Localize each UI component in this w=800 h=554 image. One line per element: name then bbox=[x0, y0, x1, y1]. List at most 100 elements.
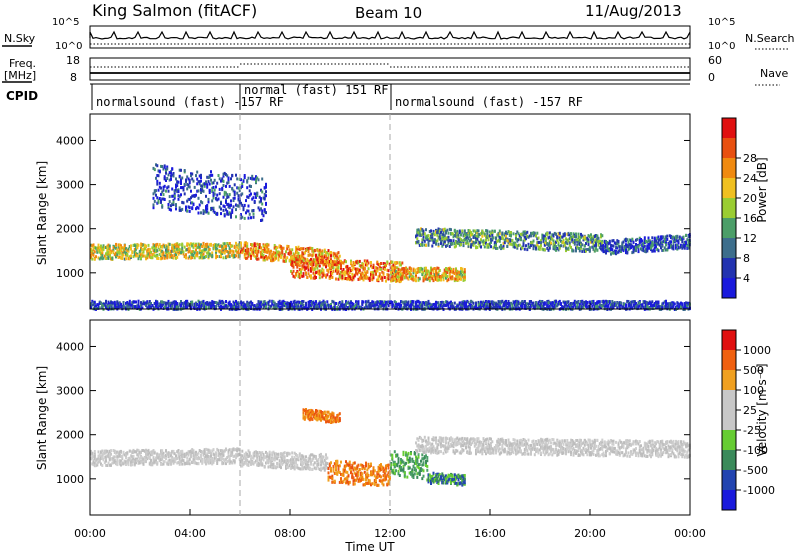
range-cell bbox=[153, 244, 156, 248]
range-cell bbox=[196, 170, 199, 174]
range-cell bbox=[400, 268, 402, 272]
range-cell bbox=[516, 299, 519, 303]
range-cell bbox=[202, 252, 205, 256]
range-cell bbox=[560, 235, 562, 239]
range-cell bbox=[546, 232, 549, 235]
range-cell bbox=[197, 206, 200, 210]
range-cell bbox=[246, 303, 249, 307]
range-cell bbox=[487, 300, 490, 304]
range-cell bbox=[433, 277, 436, 281]
range-cell bbox=[330, 263, 332, 267]
range-cell bbox=[296, 269, 299, 273]
range-cell bbox=[565, 303, 567, 307]
range-cell bbox=[92, 253, 95, 257]
range-cell bbox=[561, 235, 564, 239]
range-cell bbox=[423, 302, 426, 306]
range-cell bbox=[511, 243, 514, 247]
range-cell bbox=[116, 251, 119, 255]
nsearch-tick-bottom: 10^0 bbox=[708, 41, 735, 52]
range-cell bbox=[556, 302, 559, 306]
range-cell bbox=[588, 249, 591, 253]
range-cell bbox=[522, 230, 525, 234]
range-cell bbox=[398, 279, 401, 283]
range-cell bbox=[223, 305, 226, 309]
range-cell bbox=[353, 274, 356, 278]
range-cell bbox=[222, 179, 225, 183]
range-cell bbox=[547, 236, 550, 240]
range-cell bbox=[555, 300, 557, 304]
range-cell bbox=[528, 306, 531, 309]
range-cell bbox=[237, 301, 240, 305]
range-cell bbox=[317, 271, 320, 275]
range-cell bbox=[327, 306, 330, 310]
range-cell bbox=[235, 249, 237, 253]
range-cell bbox=[520, 301, 522, 305]
range-cell bbox=[286, 247, 289, 251]
range-cell bbox=[532, 244, 535, 248]
range-cell bbox=[516, 246, 519, 250]
range-cell bbox=[455, 234, 457, 238]
range-cell bbox=[320, 270, 322, 274]
range-cell bbox=[90, 247, 92, 251]
range-cell bbox=[592, 235, 595, 239]
range-cell bbox=[212, 300, 215, 304]
range-cell bbox=[186, 248, 189, 251]
range-cell bbox=[207, 211, 210, 215]
range-cell bbox=[230, 244, 232, 248]
range-cell bbox=[437, 230, 440, 234]
range-cell bbox=[121, 246, 124, 250]
range-cell bbox=[340, 259, 342, 263]
range-cell bbox=[121, 256, 124, 260]
range-cell bbox=[595, 234, 597, 237]
range-cell bbox=[132, 305, 135, 308]
range-cell bbox=[370, 271, 372, 275]
range-cell bbox=[170, 171, 172, 175]
range-cell bbox=[192, 254, 195, 257]
range-cell bbox=[393, 277, 396, 281]
range-cell bbox=[622, 240, 625, 244]
range-cell bbox=[580, 232, 582, 236]
range-cell bbox=[380, 275, 382, 279]
range-cell bbox=[256, 304, 259, 308]
range-cell bbox=[317, 261, 320, 264]
range-cell bbox=[506, 245, 509, 248]
range-cell bbox=[343, 304, 346, 308]
range-cell bbox=[328, 267, 331, 271]
range-cell bbox=[315, 260, 317, 264]
range-cell bbox=[292, 305, 295, 309]
range-cell bbox=[263, 186, 266, 190]
range-cell bbox=[381, 276, 384, 280]
range-cell bbox=[321, 261, 324, 265]
range-cell bbox=[337, 256, 340, 260]
range-cell bbox=[516, 230, 519, 234]
range-cell bbox=[433, 275, 436, 279]
range-cell bbox=[432, 274, 435, 278]
range-cell bbox=[111, 302, 114, 306]
range-cell bbox=[170, 174, 172, 178]
range-cell bbox=[668, 234, 671, 238]
range-cell bbox=[198, 248, 201, 252]
range-cell bbox=[415, 275, 417, 279]
range-cell bbox=[247, 252, 250, 256]
range-cell bbox=[681, 236, 684, 240]
range-cell bbox=[477, 303, 480, 307]
range-cell bbox=[442, 241, 445, 245]
range-cell bbox=[227, 176, 230, 180]
range-cell bbox=[155, 304, 157, 308]
range-cell bbox=[381, 270, 384, 274]
range-cell bbox=[505, 234, 507, 238]
range-cell bbox=[612, 251, 615, 255]
range-cell bbox=[542, 234, 545, 238]
range-cell bbox=[452, 235, 455, 239]
range-cell bbox=[316, 258, 319, 262]
range-cell bbox=[152, 192, 155, 196]
range-cell bbox=[418, 267, 421, 271]
range-cell bbox=[685, 233, 687, 237]
range-cell bbox=[246, 247, 249, 251]
range-cell bbox=[497, 300, 500, 304]
range-cell bbox=[395, 270, 397, 274]
range-cell bbox=[96, 246, 99, 250]
range-cell bbox=[307, 263, 310, 267]
range-cell bbox=[597, 241, 600, 245]
range-cell bbox=[493, 305, 496, 309]
